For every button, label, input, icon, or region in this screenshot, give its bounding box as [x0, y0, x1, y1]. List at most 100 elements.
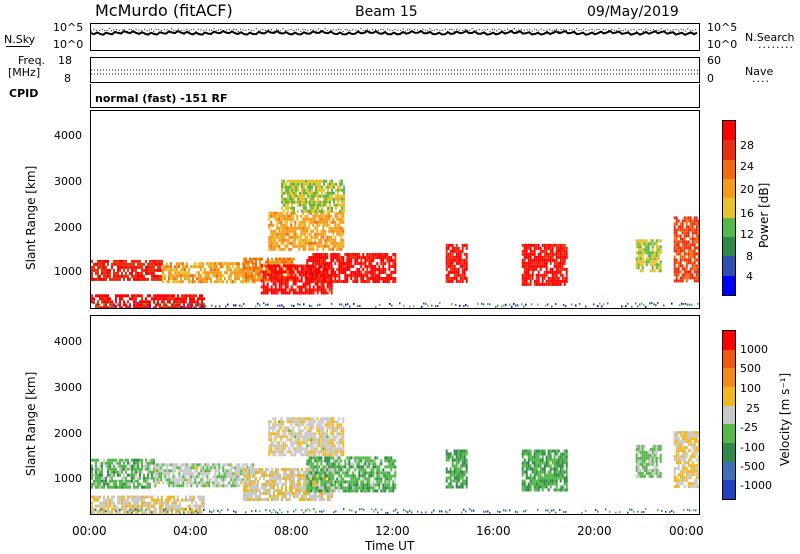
heatmap-cell	[172, 472, 175, 476]
heatmap-cell	[173, 297, 175, 301]
cpid-panel	[90, 84, 700, 108]
heatmap-cell	[153, 476, 155, 480]
heatmap-cell	[352, 256, 355, 259]
heatmap-cell	[243, 486, 245, 489]
heatmap-cell	[541, 243, 544, 247]
heatmap-cell	[308, 432, 311, 436]
heatmap-cell	[282, 270, 285, 274]
heatmap-cell	[637, 251, 640, 255]
heatmap-cell	[679, 264, 682, 268]
heatmap-cell	[310, 444, 313, 448]
heatmap-cell	[689, 243, 692, 247]
heatmap-cell	[312, 477, 315, 481]
heatmap-cell	[270, 244, 273, 248]
heatmap-cell	[173, 294, 175, 298]
heatmap-cell	[455, 276, 458, 280]
heatmap-cell	[322, 471, 325, 475]
heatmap-cell	[285, 257, 287, 261]
heatmap-cell	[193, 306, 195, 308]
heatmap-cell	[324, 280, 327, 283]
heatmap-cell	[557, 252, 560, 256]
heatmap-cell	[324, 291, 327, 295]
heatmap-cell	[107, 274, 109, 278]
heatmap-cell	[659, 266, 662, 270]
heatmap-cell	[217, 274, 220, 278]
heatmap-cell	[266, 288, 269, 292]
heatmap-cell	[141, 498, 143, 502]
heatmap-cell	[388, 456, 391, 460]
heatmap-cell	[101, 461, 103, 465]
heatmap-cell	[637, 305, 639, 308]
heatmap-cell	[310, 220, 313, 224]
heatmap-cell	[287, 185, 289, 189]
heatmap-cell	[289, 483, 291, 486]
heatmap-cell	[167, 271, 170, 275]
heatmap-cell	[374, 280, 377, 283]
heatmap-cell	[247, 275, 249, 279]
heatmap-cell	[105, 259, 107, 263]
heatmap-cell	[318, 489, 321, 493]
heatmap-cell	[332, 232, 335, 236]
heatmap-cell	[318, 288, 321, 292]
heatmap-cell	[324, 471, 327, 475]
heatmap-cell	[201, 277, 204, 281]
heatmap-cell	[125, 485, 127, 489]
heatmap-cell	[268, 276, 271, 280]
heatmap-cell	[262, 282, 265, 286]
heatmap-cell	[206, 484, 209, 488]
heatmap-cell	[185, 274, 188, 278]
heatmap-cell	[267, 260, 269, 264]
heatmap-cell	[677, 249, 680, 253]
heatmap-cell	[154, 469, 157, 473]
heatmap-cell	[105, 306, 107, 308]
heatmap-cell	[290, 226, 293, 230]
heatmap-cell	[278, 423, 281, 427]
heatmap-cell	[169, 294, 171, 298]
heatmap-cell	[689, 228, 692, 232]
heatmap-cell	[323, 197, 325, 201]
heatmap-cell	[350, 274, 353, 277]
heatmap-cell	[183, 498, 185, 502]
heatmap-cell	[675, 219, 678, 223]
heatmap-cell	[187, 268, 190, 272]
heatmap-cell	[174, 478, 177, 482]
heatmap-cell	[131, 259, 133, 263]
heatmap-cell	[316, 259, 319, 262]
heatmap-cell	[320, 256, 323, 259]
heatmap-cell	[207, 277, 210, 281]
heatmap-cell	[151, 461, 153, 465]
heatmap-cell	[270, 270, 273, 274]
heatmap-cell	[337, 197, 339, 201]
heatmap-cell	[190, 481, 193, 485]
heatmap-cell	[545, 261, 548, 265]
heatmap-cell	[125, 306, 127, 308]
heatmap-cell	[193, 504, 195, 508]
heatmap-cell	[314, 489, 317, 493]
heatmap-cell	[289, 272, 291, 276]
heatmap-cell	[310, 217, 313, 221]
heatmap-cell	[179, 305, 181, 308]
heatmap-cell	[243, 468, 245, 471]
heatmap-cell	[328, 417, 331, 421]
heatmap-cell	[561, 258, 564, 262]
heatmap-cell	[131, 294, 133, 298]
heatmap-cell	[231, 265, 234, 269]
heatmap-cell	[358, 471, 361, 475]
heatmap-cell	[303, 498, 305, 501]
heatmap-cell	[107, 268, 109, 272]
heatmap-cell	[194, 469, 197, 473]
heatmap-cell	[240, 469, 243, 473]
heatmap-cell	[561, 252, 564, 256]
heatmap-cell	[129, 473, 131, 477]
heatmap-cell	[263, 486, 265, 489]
heatmap-cell	[117, 510, 119, 514]
heatmap-cell	[271, 477, 273, 480]
heatmap-cell	[457, 255, 460, 259]
heatmap-cell	[121, 297, 123, 301]
heatmap-cell	[549, 282, 552, 286]
heatmap-cell	[294, 432, 297, 436]
heatmap-cell	[288, 291, 291, 295]
heatmap-cell	[334, 274, 337, 277]
heatmap-cell	[295, 495, 297, 498]
heatmap-cell	[380, 256, 383, 259]
